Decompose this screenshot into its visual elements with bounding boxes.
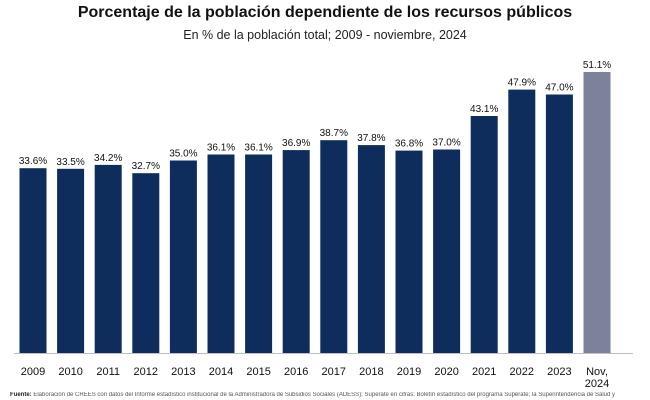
bar-2019 bbox=[395, 150, 423, 353]
data-label: 37.0% bbox=[432, 138, 460, 149]
x-tick-label: 2012 bbox=[134, 366, 158, 378]
bar-2017 bbox=[320, 140, 348, 353]
bar-chart: 33.6% 2009 33.5% 2010 34.2% 2011 32.7% 2012 35.0… bbox=[14, 60, 633, 390]
x-tick-label: 2018 bbox=[359, 366, 383, 378]
data-label: 38.7% bbox=[320, 128, 348, 139]
data-label: 36.8% bbox=[395, 139, 423, 150]
data-label: 35.0% bbox=[169, 149, 197, 160]
bar-2015 bbox=[245, 154, 273, 353]
x-tick-label: 2021 bbox=[472, 366, 496, 378]
data-label: 37.8% bbox=[357, 133, 385, 144]
chart-subtitle: En % de la población total; 2009 - novie… bbox=[183, 28, 467, 42]
x-tick-label: 2010 bbox=[58, 366, 82, 378]
x-tick-label: 2017 bbox=[322, 366, 346, 378]
x-tick-label: 2019 bbox=[397, 366, 421, 378]
data-label: 32.7% bbox=[132, 161, 160, 172]
data-label: 51.1% bbox=[583, 60, 611, 71]
data-label: 34.2% bbox=[94, 153, 122, 164]
data-label: 33.6% bbox=[19, 156, 47, 167]
data-label: 43.1% bbox=[470, 104, 498, 115]
bar-2018 bbox=[357, 145, 385, 353]
data-label: 47.0% bbox=[545, 83, 573, 94]
bar-2023 bbox=[545, 94, 573, 353]
bar-2022 bbox=[508, 89, 536, 353]
bar-2020 bbox=[433, 149, 461, 353]
chart-title: Porcentaje de la población dependiente d… bbox=[77, 4, 573, 21]
x-tick-label: 2011 bbox=[96, 366, 120, 378]
x-tick-label: 2014 bbox=[209, 366, 233, 378]
bar-nov-2024 bbox=[583, 72, 611, 353]
source-label: Fuente: bbox=[10, 392, 32, 398]
x-tick-label: 2009 bbox=[21, 366, 45, 378]
x-tick-label: 2020 bbox=[434, 366, 458, 378]
data-label: 36.1% bbox=[207, 143, 235, 154]
bar-2021 bbox=[470, 116, 498, 353]
data-label: 33.5% bbox=[56, 157, 84, 168]
bar-2013 bbox=[169, 160, 197, 353]
bar-2012 bbox=[132, 173, 160, 353]
bar-2014 bbox=[207, 154, 235, 353]
x-tick-label: 2016 bbox=[284, 366, 308, 378]
x-tick-label: 2022 bbox=[510, 366, 534, 378]
data-label: 47.9% bbox=[508, 78, 536, 89]
source-note: Fuente: Elaboración de CREES con datos d… bbox=[10, 392, 650, 398]
x-tick-label: 2015 bbox=[246, 366, 270, 378]
bar-2011 bbox=[94, 164, 122, 353]
bar-2016 bbox=[282, 150, 310, 353]
x-tick-label: Nov, 2024 bbox=[585, 366, 609, 390]
bar-2010 bbox=[57, 168, 85, 353]
data-label: 36.1% bbox=[244, 143, 272, 154]
source-text: Elaboración de CREES con datos del Infor… bbox=[33, 392, 616, 398]
data-label: 36.9% bbox=[282, 138, 310, 149]
x-tick-label: 2023 bbox=[547, 366, 571, 378]
bar-2009 bbox=[19, 168, 47, 353]
x-tick-label: 2013 bbox=[171, 366, 195, 378]
